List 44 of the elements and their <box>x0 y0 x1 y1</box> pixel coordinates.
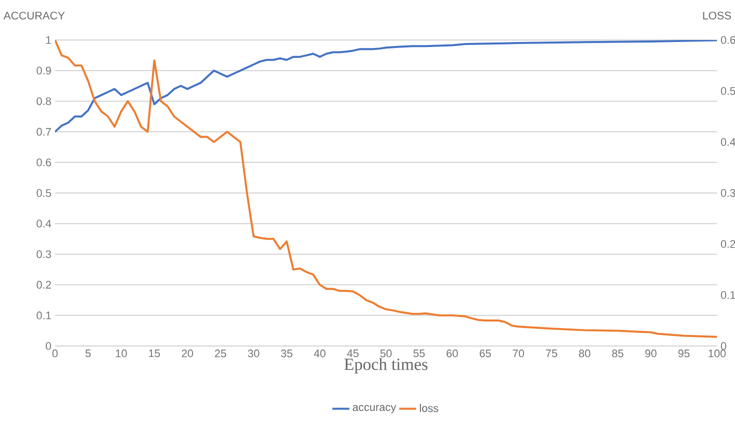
y-tick-label: 0.3 <box>36 250 51 258</box>
x-tick-label: 65 <box>480 350 491 358</box>
y2-tick-label: 0.5 <box>720 87 735 95</box>
y2-tick-label: 0.2 <box>720 240 735 248</box>
x-tick-label: 100 <box>708 350 726 358</box>
x-tick-label: 95 <box>678 350 690 358</box>
y2-tick-label: 0.3 <box>720 189 735 197</box>
x-tick-label: 0 <box>52 350 58 358</box>
y-tick-label: 0.9 <box>36 66 51 74</box>
y-tick-label: 0 <box>46 342 52 350</box>
y2-tick-label: 0.6 <box>720 36 735 44</box>
y-tick-label: 0.7 <box>36 128 51 136</box>
x-tick-label: 75 <box>546 350 558 358</box>
y-axis-title: ACCURACY <box>4 12 65 20</box>
legend-label: loss <box>420 404 438 412</box>
x-tick-label: 50 <box>380 350 392 358</box>
y-tick-label: 0.5 <box>36 189 52 197</box>
y-tick-label: 0.2 <box>36 280 51 289</box>
x-axis-title: Epoch times <box>344 358 428 374</box>
x-tick-label: 10 <box>116 350 127 358</box>
x-tick-label: 25 <box>214 350 226 358</box>
y2-tick-label: 0.4 <box>720 138 735 146</box>
x-tick-label: 55 <box>413 350 425 358</box>
x-tick-label: 20 <box>182 350 194 358</box>
x-tick-label: 35 <box>281 350 292 358</box>
x-tick-label: 40 <box>314 350 326 358</box>
x-tick-label: 80 <box>578 350 590 358</box>
x-tick-label: 30 <box>248 350 260 358</box>
x-tick-label: 5 <box>85 350 91 358</box>
x-tick-label: 45 <box>347 350 359 358</box>
y-tick-label: 0.4 <box>36 220 52 228</box>
y2-tick-label: 0 <box>720 342 726 350</box>
x-tick-label: 90 <box>645 350 656 358</box>
y-tick-label: 1 <box>46 36 51 44</box>
x-tick-label: 60 <box>446 350 458 358</box>
x-tick-label: 85 <box>612 350 624 358</box>
y2-tick-label: 0.1 <box>720 291 735 299</box>
y-tick-label: 0.1 <box>36 312 51 320</box>
x-tick-label: 70 <box>512 350 524 358</box>
legend-label: accuracy <box>352 405 396 414</box>
y-tick-label: 0.6 <box>36 158 51 166</box>
x-tick-label: 15 <box>149 350 160 358</box>
y2-axis-title: LOSS <box>703 12 731 20</box>
y-tick-label: 0.8 <box>36 97 51 106</box>
